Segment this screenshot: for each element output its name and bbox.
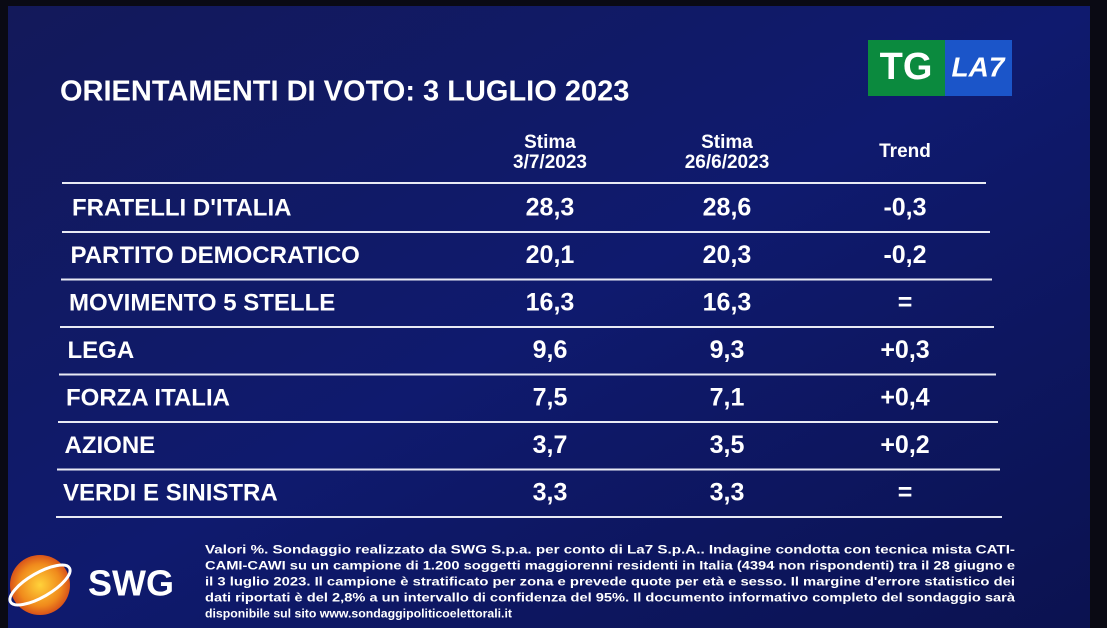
party-name: VERDI E SINISTRA	[63, 479, 278, 506]
estimate-value: 20,1	[526, 241, 575, 269]
estimate-value: 3,5	[710, 431, 745, 459]
party-name: LEGA	[68, 337, 135, 364]
trend-value: +0,3	[880, 336, 929, 364]
estimate-value: 16,3	[703, 289, 752, 317]
party-name: FRATELLI D'ITALIA	[72, 194, 291, 221]
column-header: Trend	[879, 141, 931, 162]
estimate-value: 3,3	[710, 479, 745, 507]
party-name: AZIONE	[65, 432, 156, 459]
footer-note: Valori %. Sondaggio realizzato da SWG S.…	[205, 542, 1015, 620]
footer-brand: SWG	[88, 563, 174, 604]
footer-note-line: CAMI-CAWI su un campione di 1.200 sogget…	[205, 558, 1015, 572]
estimate-value: 16,3	[526, 289, 575, 317]
estimate-value: 3,7	[533, 431, 568, 459]
footer-note-line: Valori %. Sondaggio realizzato da SWG S.…	[205, 542, 1015, 556]
logo-left: TG	[880, 46, 933, 88]
trend-value: -0,2	[883, 241, 926, 269]
footer-note-line: dati riportati è del 2,8% a un intervall…	[205, 590, 1015, 604]
estimate-value: 28,3	[526, 194, 575, 222]
logo-right-box	[945, 40, 1012, 96]
column-header: 3/7/2023	[513, 152, 587, 173]
column-header: Stima	[701, 132, 753, 153]
title: ORIENTAMENTI DI VOTO: 3 LUGLIO 2023	[60, 76, 629, 108]
estimate-value: 7,1	[710, 384, 745, 412]
column-header: Stima	[524, 132, 576, 153]
party-name: PARTITO DEMOCRATICO	[71, 242, 360, 269]
estimate-value: 9,3	[710, 336, 745, 364]
estimate-value: 3,3	[533, 479, 568, 507]
estimate-value: 28,6	[703, 194, 752, 222]
trend-value: +0,2	[880, 431, 929, 459]
trend-value: -0,3	[883, 194, 926, 222]
column-header: 26/6/2023	[685, 152, 770, 173]
trend-value: =	[898, 289, 913, 317]
swg-logo-ring	[8, 563, 72, 607]
footer-note-line: disponibile sul sito www.sondaggipolitic…	[205, 606, 512, 620]
estimate-value: 7,5	[533, 384, 568, 412]
table: Stima3/7/2023Stima26/6/2023TrendFRATELLI…	[56, 132, 1002, 518]
screen-background	[8, 6, 1090, 628]
logo-left-box	[868, 40, 945, 96]
logo-right: LA7	[952, 51, 1006, 82]
swg-logo-globe	[10, 555, 70, 615]
trend-value: =	[898, 479, 913, 507]
trend-value: +0,4	[880, 384, 929, 412]
party-name: MOVIMENTO 5 STELLE	[69, 289, 335, 316]
party-name: FORZA ITALIA	[66, 384, 230, 411]
estimate-value: 20,3	[703, 241, 752, 269]
footer-note-line: il 3 luglio 2023. Il campione è stratifi…	[205, 574, 1015, 588]
estimate-value: 9,6	[533, 336, 568, 364]
